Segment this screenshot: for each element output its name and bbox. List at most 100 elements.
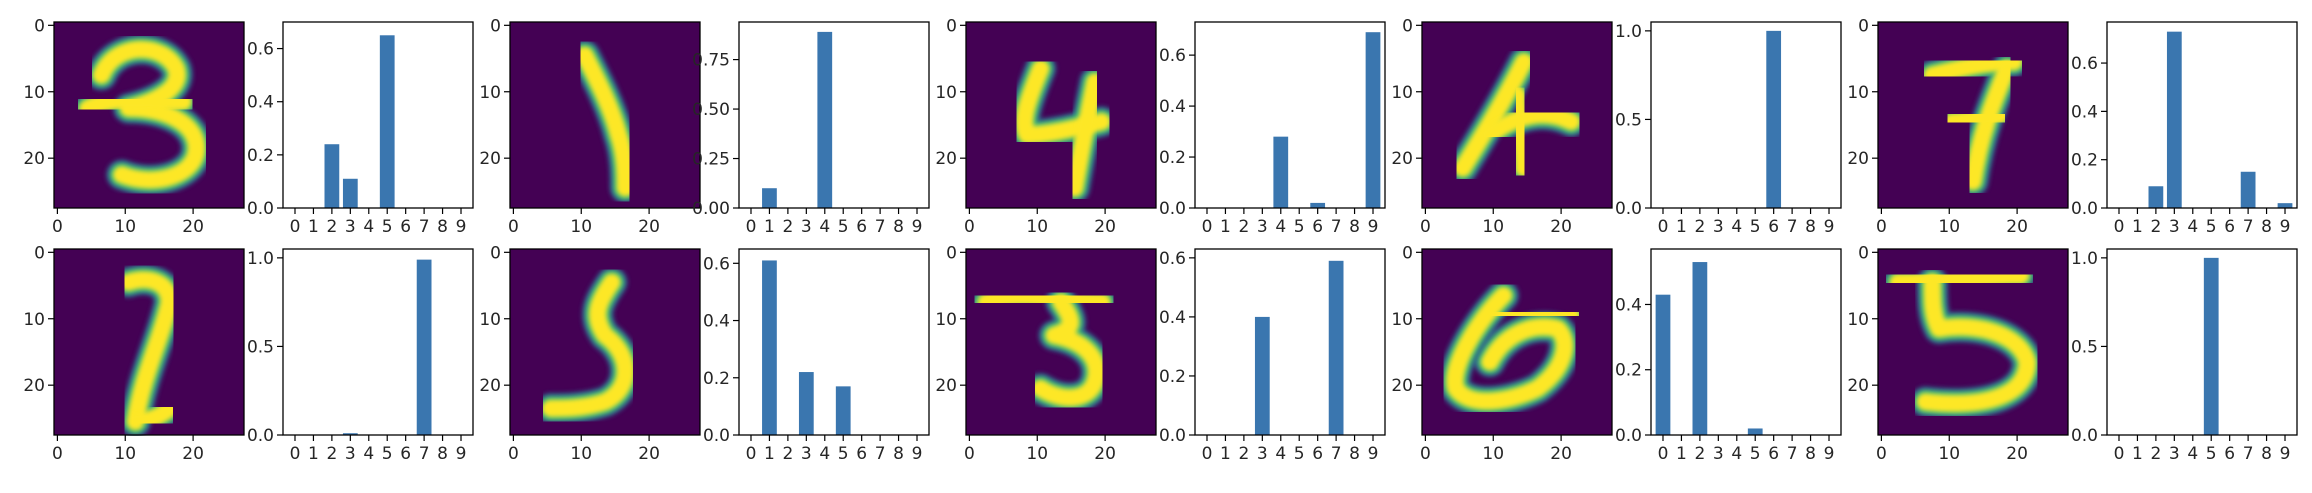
y-tick-label: 10 bbox=[23, 83, 45, 103]
probability-bar-panel-1: 0 1 2 3 4 5 6 7 8 9 0.00 0.25 0.50 0.75 bbox=[692, 21, 930, 237]
x-tick-label: 10 bbox=[1482, 444, 1504, 464]
x-tick-label: 0 bbox=[290, 444, 301, 464]
bar-digit-5 bbox=[835, 386, 851, 435]
y-tick-label: 1.0 bbox=[2071, 249, 2098, 269]
x-tick-label: 6 bbox=[856, 444, 867, 464]
x-tick-label: 9 bbox=[456, 217, 467, 237]
x-tick-label: 2 bbox=[2150, 444, 2161, 464]
y-tick-label: 0.25 bbox=[692, 150, 730, 170]
y-tick-label: 20 bbox=[1391, 376, 1413, 396]
x-tick-label: 2 bbox=[2150, 217, 2161, 237]
y-tick-label: 1.0 bbox=[1615, 22, 1642, 42]
y-tick-label: 10 bbox=[935, 310, 957, 330]
x-tick-label: 6 bbox=[400, 217, 411, 237]
y-tick-label: 0 bbox=[1858, 243, 1869, 263]
bar-digit-3 bbox=[2166, 31, 2182, 208]
x-tick-label: 7 bbox=[2243, 444, 2254, 464]
digit-stroke bbox=[977, 287, 1111, 311]
image-frame bbox=[509, 248, 701, 436]
probability-bar-panel-4: 0 1 2 3 4 5 6 7 8 9 0.0 0.2 0.4 0.6 bbox=[2071, 21, 2298, 237]
digit-image-panel-4: 0 10 20 0 10 20 bbox=[1847, 16, 2069, 237]
x-tick-label: 7 bbox=[2243, 217, 2254, 237]
x-tick-label: 0 bbox=[964, 217, 975, 237]
x-tick-label: 0 bbox=[508, 217, 519, 237]
x-tick-label: 4 bbox=[2187, 444, 2198, 464]
bar-digit-6 bbox=[1310, 202, 1326, 208]
x-tick-label: 9 bbox=[2280, 444, 2291, 464]
digit-image-panel-5: 0 10 20 0 10 20 bbox=[23, 243, 245, 464]
y-tick-label: 1.0 bbox=[247, 249, 274, 269]
x-tick-label: 10 bbox=[1026, 444, 1048, 464]
digit-image bbox=[966, 22, 1156, 208]
y-tick-label: 10 bbox=[935, 83, 957, 103]
x-tick-label: 2 bbox=[782, 444, 793, 464]
y-tick-label: 0.6 bbox=[247, 40, 274, 60]
x-tick-label: 1 bbox=[308, 444, 319, 464]
probability-bar-panel-8: 0 1 2 3 4 5 6 7 8 9 0.0 0.2 0.4 bbox=[1615, 248, 1842, 464]
digit-stroke bbox=[1508, 86, 1533, 177]
probability-bar-panel-0: 0 1 2 3 4 5 6 7 8 9 0.0 0.2 0.4 0.6 bbox=[247, 21, 474, 237]
x-tick-label: 9 bbox=[1368, 444, 1379, 464]
digit-image bbox=[1878, 22, 2068, 208]
y-tick-label: 20 bbox=[23, 149, 45, 169]
digit-image-panel-6: 0 10 20 0 10 20 bbox=[479, 243, 701, 464]
bar-digit-7 bbox=[416, 259, 432, 435]
bar-digit-1 bbox=[762, 188, 777, 208]
x-tick-label: 0 bbox=[964, 444, 975, 464]
x-tick-label: 4 bbox=[1275, 444, 1286, 464]
bar-digit-1 bbox=[762, 260, 777, 435]
x-tick-label: 1 bbox=[764, 217, 775, 237]
probability-bar-panel-2: 0 1 2 3 4 5 6 7 8 9 0.0 0.2 0.4 0.6 bbox=[1159, 21, 1386, 237]
x-tick-label: 3 bbox=[801, 217, 812, 237]
x-tick-label: 0 bbox=[1202, 217, 1213, 237]
y-tick-label: 0.6 bbox=[1159, 46, 1186, 66]
x-tick-label: 0 bbox=[2114, 217, 2125, 237]
y-tick-label: 20 bbox=[479, 376, 501, 396]
y-tick-label: 10 bbox=[479, 310, 501, 330]
x-tick-label: 3 bbox=[1257, 217, 1268, 237]
x-tick-label: 2 bbox=[782, 217, 793, 237]
bar-digit-2 bbox=[324, 144, 340, 208]
y-tick-label: 0 bbox=[946, 243, 957, 263]
x-tick-label: 9 bbox=[912, 444, 923, 464]
y-tick-label: 0.6 bbox=[2071, 54, 2098, 74]
x-tick-label: 5 bbox=[2206, 217, 2217, 237]
y-tick-label: 10 bbox=[23, 310, 45, 330]
digit-stroke bbox=[541, 273, 635, 418]
probability-bar-panel-6: 0 1 2 3 4 5 6 7 8 9 0.0 0.2 0.4 0.6 bbox=[703, 248, 930, 464]
bar-digit-7 bbox=[2240, 171, 2256, 208]
bar-frame bbox=[738, 248, 930, 436]
y-tick-label: 0 bbox=[1858, 16, 1869, 36]
digit-stroke bbox=[1481, 106, 1581, 144]
y-tick-label: 0 bbox=[946, 16, 957, 36]
bar-frame bbox=[2106, 21, 2298, 209]
y-tick-label: 0.4 bbox=[1615, 295, 1642, 315]
x-tick-label: 4 bbox=[819, 444, 830, 464]
x-tick-label: 20 bbox=[182, 444, 204, 464]
image-frame bbox=[1877, 248, 2069, 436]
x-tick-label: 8 bbox=[2261, 217, 2272, 237]
bar-frame bbox=[738, 21, 930, 209]
x-tick-label: 0 bbox=[1420, 444, 1431, 464]
digit-stroke bbox=[1916, 273, 2037, 413]
digit-stroke bbox=[1031, 293, 1106, 407]
y-tick-label: 20 bbox=[1847, 376, 1869, 396]
bar-digit-2 bbox=[2148, 186, 2164, 208]
y-tick-label: 0.0 bbox=[2071, 199, 2098, 219]
x-tick-label: 8 bbox=[437, 217, 448, 237]
x-tick-label: 4 bbox=[363, 444, 374, 464]
x-tick-label: 0 bbox=[746, 444, 757, 464]
y-tick-label: 0.4 bbox=[247, 93, 274, 113]
y-tick-label: 0 bbox=[34, 16, 45, 36]
x-tick-label: 10 bbox=[114, 217, 136, 237]
bar-digit-0 bbox=[1655, 294, 1671, 435]
x-tick-label: 20 bbox=[638, 444, 660, 464]
y-tick-label: 20 bbox=[1847, 149, 1869, 169]
x-tick-label: 4 bbox=[2187, 217, 2198, 237]
digit-image-panel-1: 0 10 20 0 10 20 bbox=[479, 16, 701, 237]
y-tick-label: 0 bbox=[1402, 243, 1413, 263]
x-tick-label: 6 bbox=[2224, 444, 2235, 464]
bar-frame bbox=[1194, 21, 1386, 209]
bar-frame bbox=[2106, 248, 2298, 436]
